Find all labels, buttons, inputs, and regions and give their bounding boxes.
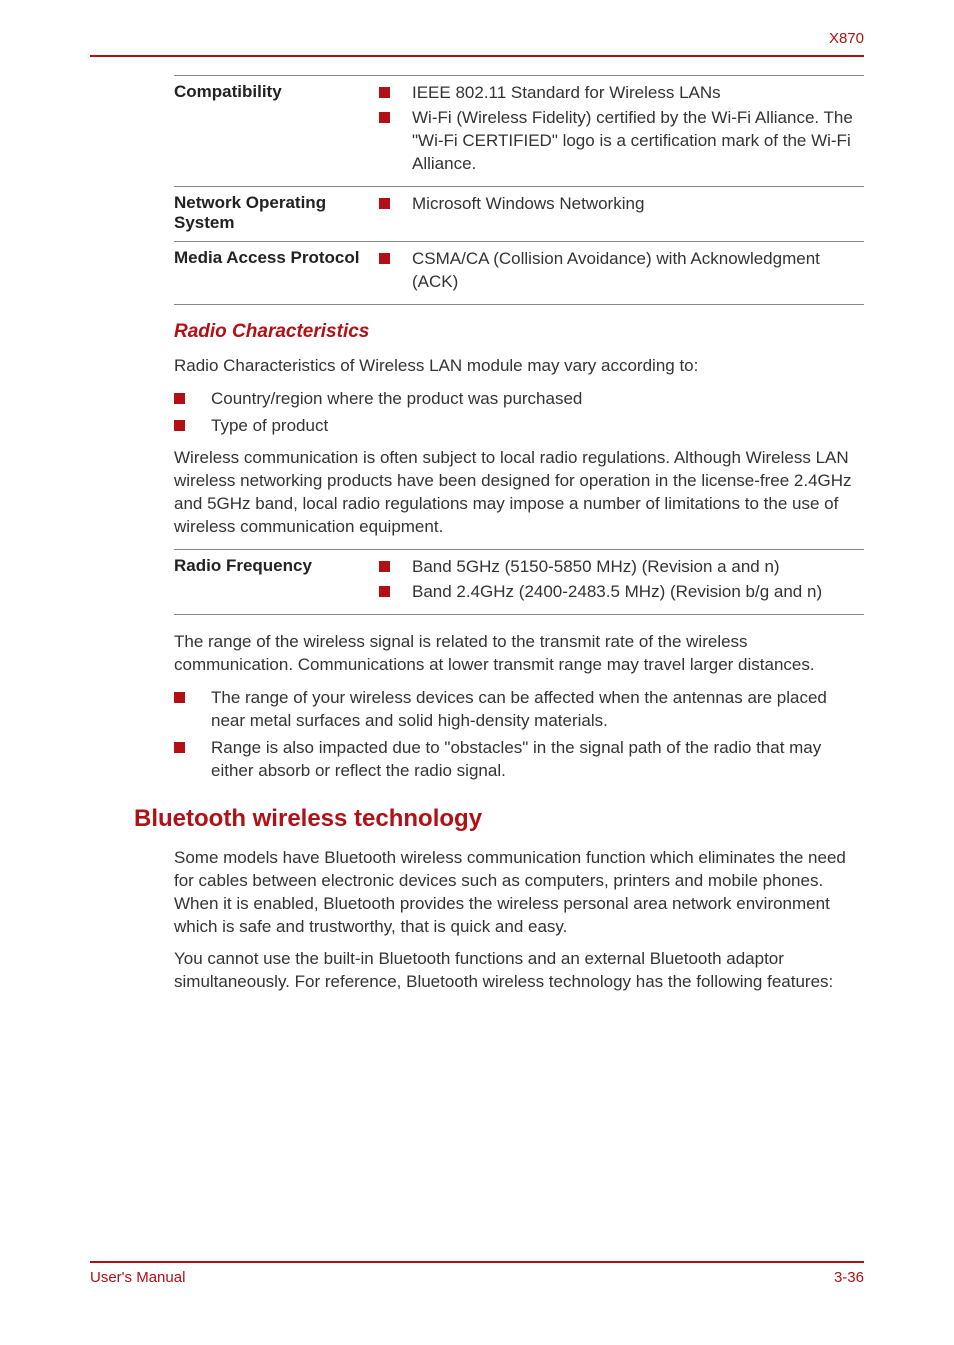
bullet-item: Band 2.4GHz (2400-2483.5 MHz) (Revision … xyxy=(379,581,864,604)
bullet-item: Band 5GHz (5150-5850 MHz) (Revision a an… xyxy=(379,556,864,579)
list-text: Range is also impacted due to "obstacles… xyxy=(211,737,864,783)
list-text: Country/region where the product was pur… xyxy=(211,388,582,411)
footer-rule xyxy=(90,1261,864,1263)
header-rule xyxy=(90,55,864,57)
square-bullet-icon xyxy=(174,393,185,404)
bullet-item: CSMA/CA (Collision Avoidance) with Ackno… xyxy=(379,248,864,294)
list-item: The range of your wireless devices can b… xyxy=(174,687,864,733)
page-footer: User's Manual 3-36 xyxy=(90,1261,864,1286)
footer-row: User's Manual 3-36 xyxy=(90,1269,864,1286)
row-label: Media Access Proto­col xyxy=(174,241,379,304)
bullet-text: CSMA/CA (Collision Avoidance) with Ackno… xyxy=(412,248,864,294)
bluetooth-para2: You cannot use the built-in Bluetooth fu… xyxy=(174,948,864,994)
row-label: Radio Frequency xyxy=(174,550,379,615)
bullet-text: Wi-Fi (Wireless Fidelity) certified by t… xyxy=(412,107,864,176)
bullet-text: Microsoft Windows Networking xyxy=(412,193,864,216)
square-bullet-icon xyxy=(174,692,185,703)
radio-characteristics-heading: Radio Characteristics xyxy=(174,321,864,343)
footer-left: User's Manual xyxy=(90,1269,185,1286)
bullet-item: Wi-Fi (Wireless Fidelity) certified by t… xyxy=(379,107,864,176)
square-bullet-icon xyxy=(379,253,390,264)
range-list: The range of your wireless devices can b… xyxy=(174,687,864,783)
list-item: Range is also impacted due to "obstacles… xyxy=(174,737,864,783)
table-row: Radio Frequency Band 5GHz (5150-5850 MHz… xyxy=(174,550,864,615)
row-value: Band 5GHz (5150-5850 MHz) (Revision a an… xyxy=(379,550,864,615)
list-text: Type of product xyxy=(211,415,328,438)
bluetooth-heading: Bluetooth wireless technology xyxy=(134,805,864,833)
compatibility-table: Compatibility IEEE 802.11 Standard for W… xyxy=(174,75,864,305)
square-bullet-icon xyxy=(379,561,390,572)
square-bullet-icon xyxy=(174,420,185,431)
square-bullet-icon xyxy=(379,112,390,123)
radio-intro-list: Country/region where the product was pur… xyxy=(174,388,864,438)
bullet-item: IEEE 802.11 Standard for Wireless LANs xyxy=(379,82,864,105)
row-value: IEEE 802.11 Standard for Wireless LANs W… xyxy=(379,76,864,187)
square-bullet-icon xyxy=(174,742,185,753)
bullet-item: Microsoft Windows Networking xyxy=(379,193,864,216)
row-label: Network Operating System xyxy=(174,186,379,241)
table-row: Media Access Proto­col CSMA/CA (Collisio… xyxy=(174,241,864,304)
bullet-text: IEEE 802.11 Standard for Wireless LANs xyxy=(412,82,864,105)
bluetooth-para1: Some models have Bluetooth wireless comm… xyxy=(174,847,864,939)
radio-frequency-table: Radio Frequency Band 5GHz (5150-5850 MHz… xyxy=(174,549,864,615)
bullet-text: Band 2.4GHz (2400-2483.5 MHz) (Revision … xyxy=(412,581,864,604)
radio-regulation-text: Wireless communication is often subject … xyxy=(174,447,864,539)
page: X870 Compatibility IEEE 802.11 Standard … xyxy=(0,0,954,1300)
list-item: Type of product xyxy=(174,415,864,438)
row-value: CSMA/CA (Collision Avoidance) with Ackno… xyxy=(379,241,864,304)
square-bullet-icon xyxy=(379,87,390,98)
row-value: Microsoft Windows Networking xyxy=(379,186,864,241)
square-bullet-icon xyxy=(379,198,390,209)
header-model: X870 xyxy=(90,30,864,47)
square-bullet-icon xyxy=(379,586,390,597)
range-intro-text: The range of the wireless signal is rela… xyxy=(174,631,864,677)
radio-intro-text: Radio Characteristics of Wireless LAN mo… xyxy=(174,355,864,378)
content-area: Compatibility IEEE 802.11 Standard for W… xyxy=(90,75,864,994)
list-text: The range of your wireless devices can b… xyxy=(211,687,864,733)
table-row: Network Operating System Microsoft Windo… xyxy=(174,186,864,241)
list-item: Country/region where the product was pur… xyxy=(174,388,864,411)
bullet-text: Band 5GHz (5150-5850 MHz) (Revision a an… xyxy=(412,556,864,579)
footer-right: 3-36 xyxy=(834,1269,864,1286)
row-label: Compatibility xyxy=(174,76,379,187)
table-row: Compatibility IEEE 802.11 Standard for W… xyxy=(174,76,864,187)
